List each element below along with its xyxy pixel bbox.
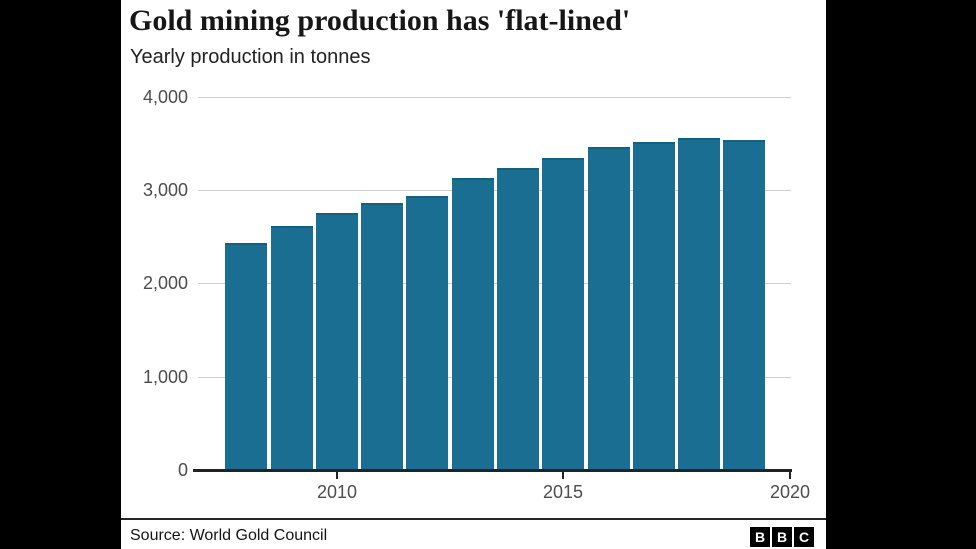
plot-area: 0 1,000 2,000 3,000 4,000 2010 2015 2020 — [121, 0, 826, 549]
y-axis-label: 2,000 — [142, 273, 188, 293]
bar-2010 — [315, 213, 358, 470]
bbc-logo-square: B — [750, 527, 770, 547]
footer-divider — [121, 518, 826, 520]
bar-2009 — [270, 226, 313, 470]
bar-2015 — [542, 158, 585, 470]
bar-2016 — [587, 146, 630, 470]
chart-title: Gold mining production has 'flat-lined' — [129, 4, 631, 37]
y-axis-label: 4,000 — [142, 87, 188, 107]
x-axis-tick-2010 — [336, 472, 338, 479]
x-axis-label: 2010 — [316, 482, 358, 502]
x-axis-label: 2020 — [769, 482, 811, 502]
y-axis-label: 1,000 — [142, 367, 188, 387]
x-axis-line — [193, 469, 792, 472]
gridline-4000 — [198, 97, 791, 98]
bar-2017 — [632, 142, 675, 470]
y-axis-label: 3,000 — [142, 180, 188, 200]
x-axis-tick-2020 — [789, 472, 791, 479]
gridline-3000 — [198, 190, 791, 191]
chart-card: Gold mining production has 'flat-lined' … — [121, 0, 826, 549]
bar-2013 — [451, 177, 494, 470]
bar-2019 — [723, 140, 766, 470]
gridline-1000 — [198, 377, 791, 378]
x-axis-tick-2015 — [562, 472, 564, 479]
x-axis-label: 2015 — [542, 482, 584, 502]
bar-2008 — [225, 243, 268, 470]
y-axis-label: 0 — [177, 460, 188, 480]
bbc-logo-square: B — [772, 527, 792, 547]
bbc-logo-square: C — [794, 527, 814, 547]
source-label: Source: World Gold Council — [130, 527, 328, 544]
bar-2014 — [496, 167, 539, 470]
bar-2011 — [361, 202, 404, 470]
gridline-2000 — [198, 283, 791, 284]
chart-subtitle: Yearly production in tonnes — [130, 46, 371, 68]
bar-2018 — [678, 137, 720, 470]
bar-2012 — [406, 195, 449, 470]
